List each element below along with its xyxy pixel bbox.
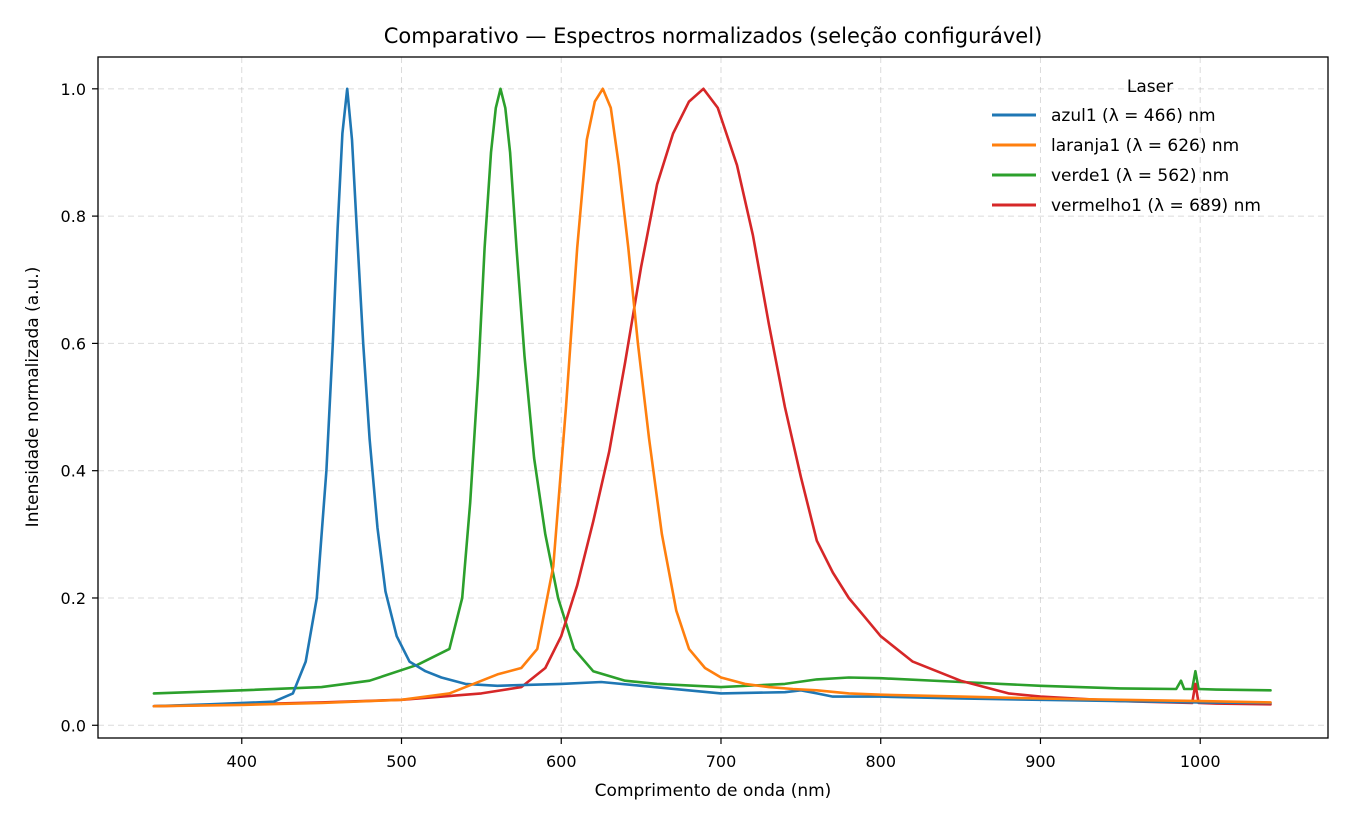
y-tick-label: 0.8 bbox=[61, 207, 86, 226]
y-tick-label: 0.6 bbox=[61, 334, 86, 353]
chart-title: Comparativo — Espectros normalizados (se… bbox=[384, 24, 1043, 48]
legend-entry: azul1 (λ = 466) nm bbox=[1051, 106, 1216, 126]
y-tick-label: 1.0 bbox=[61, 80, 86, 99]
x-tick-label: 900 bbox=[1025, 752, 1056, 771]
x-tick-label: 800 bbox=[865, 752, 896, 771]
x-tick-label: 600 bbox=[546, 752, 577, 771]
x-tick-label: 500 bbox=[386, 752, 417, 771]
y-tick-label: 0.0 bbox=[61, 716, 86, 735]
legend: Laser azul1 (λ = 466) nm laranja1 (λ = 62… bbox=[992, 77, 1261, 216]
legend-entry: laranja1 (λ = 626) nm bbox=[1051, 136, 1239, 156]
series-layer bbox=[152, 87, 1272, 708]
legend-title: Laser bbox=[1127, 77, 1173, 97]
series-line bbox=[152, 87, 1272, 708]
legend-entry: verde1 (λ = 562) nm bbox=[1051, 166, 1229, 186]
y-tick-label: 0.2 bbox=[61, 589, 86, 608]
plot-frame bbox=[97, 56, 1329, 739]
y-axis-label: Intensidade normalizada (a.u.) bbox=[23, 267, 43, 528]
legend-entry: vermelho1 (λ = 689) nm bbox=[1051, 196, 1261, 216]
y-axis: 0.0 0.2 0.4 0.6 0.8 1.0 bbox=[61, 80, 98, 735]
x-tick-label: 400 bbox=[226, 752, 257, 771]
series-line bbox=[152, 87, 1272, 708]
grid-layer bbox=[98, 57, 1328, 738]
x-tick-label: 700 bbox=[706, 752, 737, 771]
x-axis-label: Comprimento de onda (nm) bbox=[595, 781, 832, 801]
series-line bbox=[152, 87, 1272, 708]
x-axis: 400 500 600 700 800 900 1000 bbox=[226, 738, 1221, 771]
x-tick-label: 1000 bbox=[1180, 752, 1221, 771]
y-tick-label: 0.4 bbox=[61, 462, 86, 481]
